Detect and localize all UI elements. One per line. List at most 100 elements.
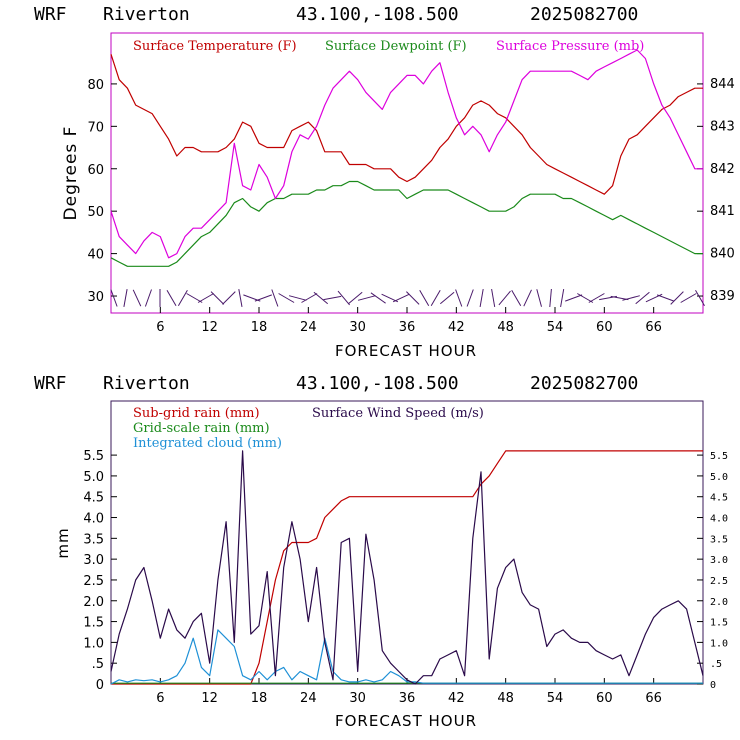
y-tick-label: 80: [87, 78, 104, 93]
wind-barb: [560, 289, 565, 307]
x-tick-label: 36: [399, 320, 416, 335]
panel2-model-title: WRF: [34, 373, 67, 394]
legend-surface-temperature: Surface Temperature (F): [133, 39, 297, 54]
wind-barb: [511, 289, 522, 307]
panel1-left-axis: 30 40 50 60 70 80: [87, 78, 117, 305]
panel2-coords-title: 43.100,-108.500: [296, 373, 459, 394]
wind-barb: [549, 288, 552, 308]
wind-barb: [588, 293, 605, 303]
wind-barb: [455, 289, 463, 307]
panel2-series: [110, 450, 704, 685]
y2-tick-label: 0: [710, 680, 716, 691]
wind-barb: [166, 289, 177, 307]
x-tick-label: 30: [349, 691, 366, 706]
wind-barb: [430, 289, 441, 307]
wind-barb: [491, 289, 496, 307]
x-tick-label: 66: [645, 691, 662, 706]
panel1-station-title: Riverton: [103, 4, 190, 25]
y-tick-label: 2.0: [83, 595, 104, 610]
x-tick-label: 42: [448, 691, 465, 706]
wind-barb: [498, 290, 511, 306]
y-tick-label: 60: [87, 163, 104, 178]
wind-barb: [337, 290, 350, 306]
x-tick-label: 6: [156, 320, 164, 335]
wind-barb: [392, 293, 410, 303]
x-tick-label: 6: [156, 691, 164, 706]
panel1-right-axis: 839 840 841 842 843 844: [697, 77, 735, 304]
y2-tick-label: 1.0: [710, 638, 728, 649]
y-tick-label: 50: [87, 205, 104, 220]
wind-barb: [536, 289, 542, 307]
y2-tick-label: 4.5: [710, 493, 728, 504]
wind-barb: [466, 289, 474, 307]
y2-tick-label: 2.5: [710, 576, 728, 587]
y-tick-label: 3.0: [83, 553, 104, 568]
wind-barb: [406, 291, 420, 305]
y2-tick-label: 5.0: [710, 472, 728, 483]
y2-tick-label: 844: [710, 77, 735, 92]
wind-barb: [288, 295, 307, 301]
x-tick-label: 54: [547, 691, 564, 706]
series-line-integrated-cloud-mm: [110, 629, 703, 685]
panel1-model-title: WRF: [34, 4, 67, 25]
y-tick-label: 1.0: [83, 636, 104, 651]
x-tick-label: 36: [399, 691, 416, 706]
y-tick-label: 4.0: [83, 512, 104, 527]
legend-integrated-cloud: Integrated cloud (mm): [133, 436, 282, 451]
x-tick-label: 48: [497, 320, 514, 335]
x-tick-label: 30: [349, 320, 366, 335]
wind-barb: [419, 289, 430, 307]
panel2-station-title: Riverton: [103, 373, 190, 394]
panel1-x-axis-label: FORECAST HOUR: [335, 342, 477, 360]
wind-barb: [254, 294, 272, 302]
y2-tick-label: 3.5: [710, 534, 728, 545]
panel1-series: [110, 49, 703, 267]
wind-barb: [439, 291, 455, 305]
y2-tick-label: .5: [710, 659, 722, 670]
y-tick-label: 0: [96, 678, 104, 693]
panel1-coords-title: 43.100,-108.500: [296, 4, 459, 25]
x-tick-label: 60: [596, 320, 613, 335]
wind-barb: [577, 293, 594, 303]
wind-barb: [210, 291, 225, 305]
wind-barb: [278, 293, 295, 303]
x-tick-label: 42: [448, 320, 465, 335]
wind-barb: [323, 295, 342, 301]
panel2-right-axis: 0 .5 1.0 1.5 2.0 2.5 3.0 3.5 4.0 4.5 5.0 5.5: [697, 451, 728, 691]
wind-barb: [670, 291, 684, 305]
x-tick-label: 12: [201, 691, 218, 706]
wind-barb: [695, 289, 705, 307]
wind-barb: [197, 293, 214, 303]
panel1-x-axis: 6 12 18 24 30 36 42 48 54 60 66: [156, 307, 662, 335]
x-tick-label: 60: [596, 691, 613, 706]
y2-tick-label: 3.0: [710, 555, 728, 566]
panel1-y-axis-label: Degrees F: [61, 126, 81, 221]
wind-barb: [144, 289, 152, 307]
panel-2: WRF Riverton 43.100,-108.500 2025082700 …: [34, 373, 728, 730]
series-line-sub-grid-rain-mm: [111, 450, 703, 685]
x-tick-label: 66: [645, 320, 662, 335]
wind-barb: [622, 295, 640, 301]
panel-1: WRF Riverton 43.100,-108.500 2025082700 …: [34, 4, 735, 360]
panel2-x-axis: 6 12 18 24 30 36 42 48 54 60 66: [156, 678, 662, 706]
wind-barb: [238, 289, 243, 307]
legend-gridscale-rain: Grid-scale rain (mm): [133, 421, 270, 436]
wind-barb: [680, 293, 697, 303]
y-tick-label: 1.5: [83, 616, 104, 631]
wind-barb: [177, 289, 188, 307]
wind-barb: [479, 289, 484, 307]
wind-barb: [635, 291, 650, 305]
y-tick-label: 2.5: [83, 574, 104, 589]
wind-barb: [313, 291, 329, 305]
x-tick-label: 54: [547, 320, 564, 335]
wind-barb: [348, 291, 363, 305]
y2-tick-label: 840: [710, 247, 735, 262]
wind-barbs-decoration: [110, 288, 705, 308]
x-tick-label: 12: [201, 320, 218, 335]
y2-tick-label: 4.0: [710, 514, 728, 525]
x-tick-label: 24: [300, 691, 317, 706]
y2-tick-label: 5.5: [710, 451, 728, 462]
legend-surface-dewpoint: Surface Dewpoint (F): [325, 39, 467, 54]
y2-tick-label: 841: [710, 204, 735, 219]
